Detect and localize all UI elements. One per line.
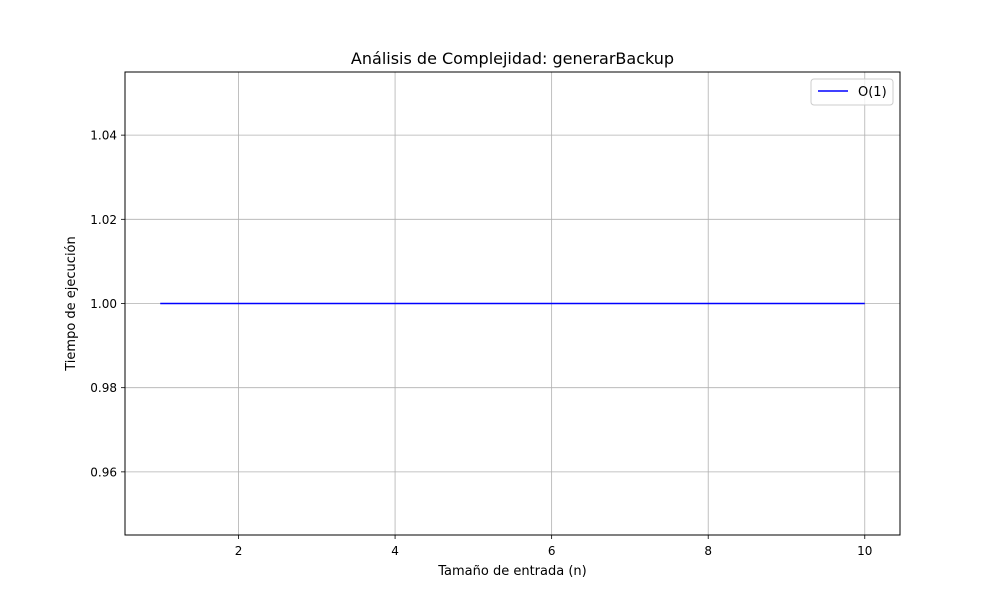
y-tick-label: 1.00	[90, 297, 117, 311]
chart-title: Análisis de Complejidad: generarBackup	[351, 49, 674, 68]
y-tick-label: 1.02	[90, 213, 117, 227]
x-axis-label: Tamaño de entrada (n)	[437, 564, 586, 579]
x-tick-label: 10	[857, 544, 872, 558]
y-tick-label: 0.98	[90, 381, 117, 395]
tick-layer: 2 4 6 8 10 0.96 0.98 1.00 1.02 1.04	[90, 129, 872, 558]
x-tick-label: 4	[391, 544, 399, 558]
legend-label: O(1)	[858, 85, 887, 100]
y-tick-label: 1.04	[90, 129, 117, 143]
y-axis-label: Tiempo de ejecución	[64, 236, 79, 371]
x-tick-label: 8	[704, 544, 712, 558]
legend: O(1)	[810, 78, 894, 106]
legend-box	[810, 78, 894, 106]
x-tick-label: 2	[235, 544, 243, 558]
y-tick-label: 0.96	[90, 465, 117, 479]
x-tick-label: 6	[548, 544, 556, 558]
